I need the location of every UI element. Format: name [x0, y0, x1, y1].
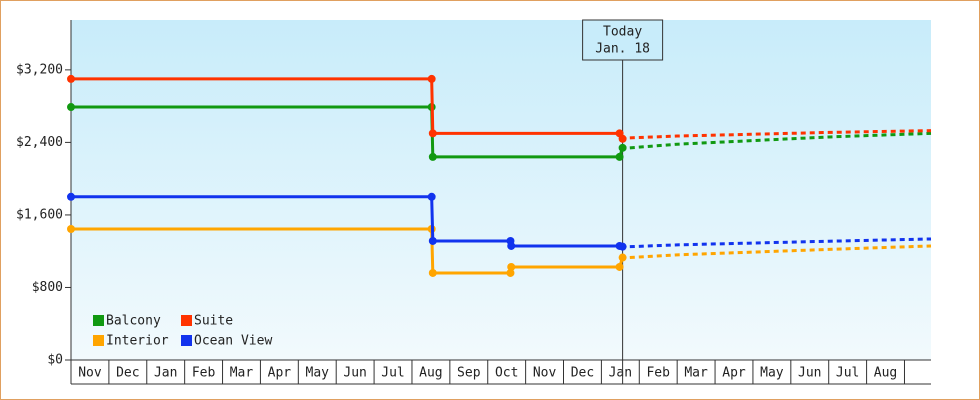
x-tick-label: Jan	[154, 366, 177, 381]
x-tick-label: May	[760, 366, 784, 381]
point	[618, 253, 627, 262]
today-date: Jan. 18	[595, 42, 650, 57]
x-tick-label: Aug	[874, 366, 897, 381]
point	[428, 152, 437, 161]
x-tick-label: May	[306, 366, 330, 381]
point	[428, 236, 437, 245]
x-tick-label: Jun	[798, 366, 821, 381]
today-label: Today	[603, 25, 642, 40]
point	[618, 134, 627, 143]
point	[428, 268, 437, 277]
x-tick-label: Aug	[419, 366, 442, 381]
x-tick-label: Feb	[646, 366, 670, 381]
point	[427, 74, 436, 83]
legend-swatch	[181, 315, 192, 326]
point	[67, 103, 75, 112]
legend-label: Suite	[194, 314, 233, 329]
x-tick-label: Nov	[78, 366, 102, 381]
x-tick-label: Nov	[533, 366, 557, 381]
legend-label: Balcony	[106, 314, 161, 329]
x-tick-label: Feb	[192, 366, 216, 381]
forecast-line	[629, 244, 932, 260]
point	[507, 262, 516, 271]
point	[618, 143, 627, 152]
x-tick-label: Jun	[343, 366, 366, 381]
x-tick-label: Sep	[457, 366, 481, 381]
y-tick-label: $0	[47, 353, 63, 368]
legend-swatch	[93, 335, 104, 346]
plot-area	[71, 20, 931, 360]
forecast-line	[629, 131, 932, 150]
y-tick-label: $800	[32, 280, 63, 295]
x-tick-label: Jan	[609, 366, 632, 381]
point	[615, 262, 624, 271]
x-tick-label: Oct	[495, 366, 518, 381]
x-tick-label: Apr	[268, 366, 292, 381]
y-tick-label: $2,400	[16, 135, 63, 150]
x-tick-label: Jul	[836, 366, 859, 381]
point	[67, 74, 75, 83]
forecast-line	[629, 237, 932, 249]
y-tick-label: $1,600	[16, 207, 63, 222]
point	[428, 129, 437, 138]
legend-swatch	[93, 315, 104, 326]
x-tick-label: Dec	[571, 366, 594, 381]
legend-label: Interior	[106, 334, 169, 349]
x-tick-label: Apr	[722, 366, 746, 381]
x-tick-label: Dec	[116, 366, 139, 381]
point	[67, 224, 75, 233]
y-tick-label: $3,200	[16, 62, 63, 77]
point	[615, 152, 624, 161]
x-tick-label: Mar	[230, 366, 254, 381]
point	[507, 241, 516, 250]
point	[618, 242, 627, 251]
x-tick-label: Mar	[684, 366, 708, 381]
today-box	[582, 19, 664, 61]
point	[67, 192, 75, 201]
forecast-line	[629, 129, 932, 140]
point	[427, 192, 436, 201]
point	[506, 268, 515, 277]
legend-label: Ocean View	[194, 334, 272, 349]
legend-swatch	[181, 335, 192, 346]
x-tick-label: Jul	[381, 366, 404, 381]
